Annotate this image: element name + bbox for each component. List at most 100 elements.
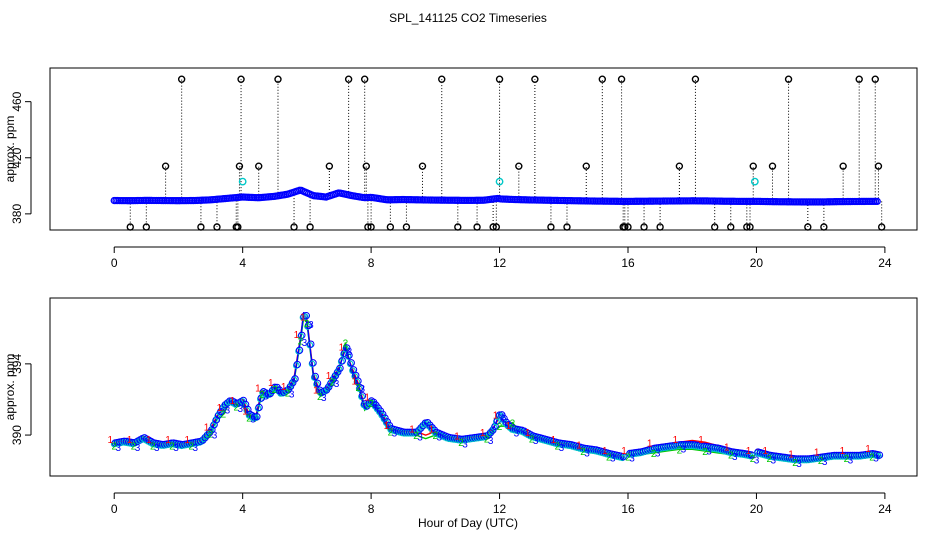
outlier-point xyxy=(691,75,700,83)
series-2-digit: 2 xyxy=(869,452,875,463)
series-3-digit: 3 xyxy=(193,443,199,454)
series-1-digit: 1 xyxy=(454,432,460,443)
series-2-digit: 2 xyxy=(458,438,464,449)
outlier-point xyxy=(237,75,245,83)
series-1-digit: 1 xyxy=(724,442,730,453)
y-tick-label: 394 xyxy=(10,354,24,374)
series-3-digit: 3 xyxy=(822,457,828,468)
series-2-digit: 2 xyxy=(368,399,374,410)
series-1-digit: 1 xyxy=(326,371,332,382)
x-tick-label: 12 xyxy=(493,502,507,516)
series-marker-outer xyxy=(291,375,299,383)
series-2-digit: 2 xyxy=(413,431,419,442)
outlier-point xyxy=(598,75,607,83)
series-marker-outer xyxy=(383,418,391,426)
series-marker-inner xyxy=(297,332,305,340)
series-1-digit: 1 xyxy=(763,446,769,457)
series-3-line xyxy=(114,311,881,461)
series-marker-inner xyxy=(301,313,309,321)
series-marker-outer xyxy=(295,346,304,354)
outlier-point xyxy=(820,223,828,231)
series-2-digit: 2 xyxy=(702,447,708,458)
series-3-digit: 3 xyxy=(501,413,507,424)
series-marker-outer xyxy=(338,357,346,365)
series-2-digit: 2 xyxy=(497,422,503,433)
series-marker-outer xyxy=(217,407,225,416)
series-2-digit: 2 xyxy=(651,449,657,460)
series-1-digit: 1 xyxy=(506,421,512,432)
series-marker-outer xyxy=(331,371,340,380)
series-1-digit: 1 xyxy=(647,439,653,450)
series-marker-outer xyxy=(356,383,364,392)
series-1-digit: 1 xyxy=(107,435,113,446)
outlier-point xyxy=(454,223,462,231)
series-marker-outer xyxy=(875,451,884,459)
series-3-digit: 3 xyxy=(237,404,243,415)
series-2-digit: 2 xyxy=(728,451,734,462)
outlier-point xyxy=(367,223,375,231)
series-3-digit: 3 xyxy=(334,379,340,390)
series-marker-inner xyxy=(351,373,359,380)
series-2-digit: 2 xyxy=(844,454,850,465)
series-marker-inner xyxy=(256,395,264,403)
series-1-digit: 1 xyxy=(621,446,627,457)
series-1-digit: 1 xyxy=(493,410,499,421)
series-marker-inner xyxy=(306,341,314,349)
outlier-point xyxy=(749,162,757,170)
outlier-point xyxy=(675,162,684,170)
series-marker-inner xyxy=(492,418,500,426)
outlier-point xyxy=(290,223,298,231)
top-flagged-points xyxy=(238,177,759,186)
series-marker-outer xyxy=(500,414,508,423)
top-y-axis: 380 420 460 xyxy=(10,91,32,224)
series-3-digit: 3 xyxy=(584,448,590,459)
series-2-digit: 2 xyxy=(131,442,137,453)
series-2-digit: 2 xyxy=(388,428,394,439)
series-2-digit: 2 xyxy=(208,429,214,440)
series-3-digit: 3 xyxy=(173,443,179,454)
outlier-point xyxy=(142,223,151,231)
outlier-point xyxy=(582,162,590,170)
series-3-digit: 3 xyxy=(372,400,378,411)
outlier-point xyxy=(624,223,632,231)
series-marker-outer xyxy=(293,360,301,369)
bottom-x-axis: 0 4 8 12 16 20 24 xyxy=(111,492,892,516)
series-marker-outer xyxy=(489,426,497,434)
series-marker-inner xyxy=(295,347,302,355)
series-3-digit: 3 xyxy=(796,459,802,470)
series-2-digit: 2 xyxy=(111,442,117,453)
baseline-point xyxy=(873,197,881,206)
series-1-digit: 1 xyxy=(185,435,191,446)
outlier-point xyxy=(473,223,481,231)
outlier-point xyxy=(360,75,369,83)
series-3-digit: 3 xyxy=(225,406,231,417)
bottom-y-axis: 390 394 xyxy=(10,354,32,445)
outlier-point xyxy=(213,223,221,231)
x-tick-label: 8 xyxy=(368,256,375,270)
series-marker-outer xyxy=(311,372,319,381)
series-1-digit: 1 xyxy=(576,441,582,452)
outlier-point xyxy=(547,223,555,231)
series-1-digit: 1 xyxy=(229,396,235,407)
series-2-digit: 2 xyxy=(677,445,683,456)
series-marker-outer xyxy=(358,392,367,400)
series-marker-outer xyxy=(428,423,436,432)
x-tick-label: 20 xyxy=(750,502,764,516)
series-1-digit: 1 xyxy=(480,428,486,439)
outlier-point xyxy=(492,223,501,231)
series-marker-outer xyxy=(502,418,511,427)
series-marker-outer xyxy=(379,410,387,419)
series-2-digit: 2 xyxy=(150,442,156,453)
flagged-point xyxy=(238,177,247,186)
series-1-digit: 1 xyxy=(814,448,820,459)
series-2-digit: 2 xyxy=(529,435,535,446)
y-tick-label: 380 xyxy=(10,204,24,224)
outlier-point xyxy=(177,75,186,83)
series-2-digit: 2 xyxy=(625,452,631,463)
outlier-point xyxy=(325,162,334,170)
series-3-digit: 3 xyxy=(289,390,295,401)
series-3-digit: 3 xyxy=(392,429,398,440)
series-3-digit: 3 xyxy=(308,320,314,331)
